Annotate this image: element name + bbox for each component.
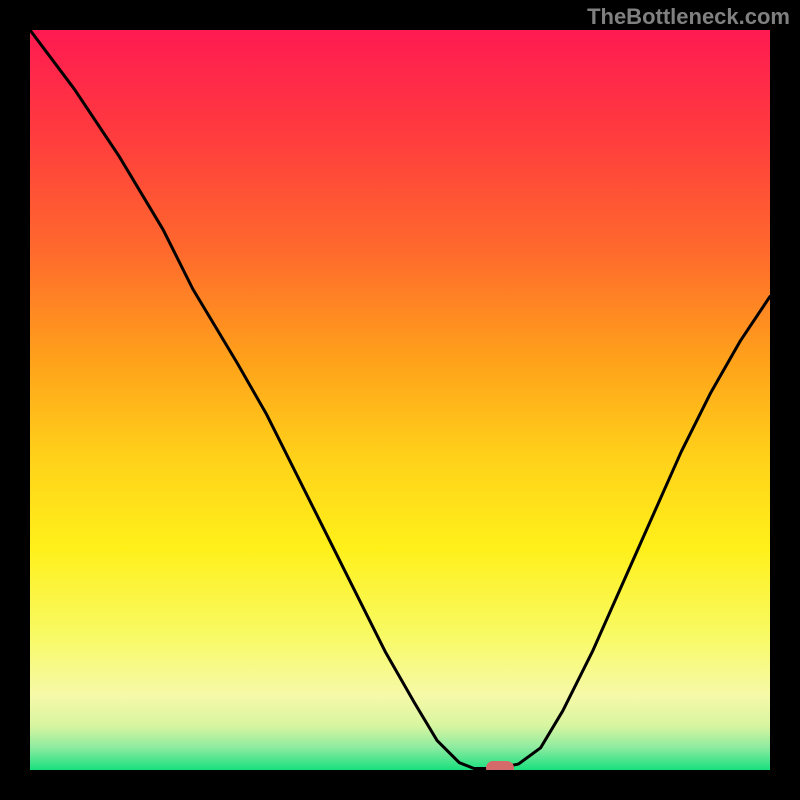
curve-path — [30, 30, 770, 769]
canvas-root: TheBottleneck.com — [0, 0, 800, 800]
bottleneck-curve — [30, 30, 770, 770]
watermark-text: TheBottleneck.com — [587, 4, 790, 30]
optimal-marker — [486, 761, 514, 770]
plot-area — [30, 30, 770, 770]
